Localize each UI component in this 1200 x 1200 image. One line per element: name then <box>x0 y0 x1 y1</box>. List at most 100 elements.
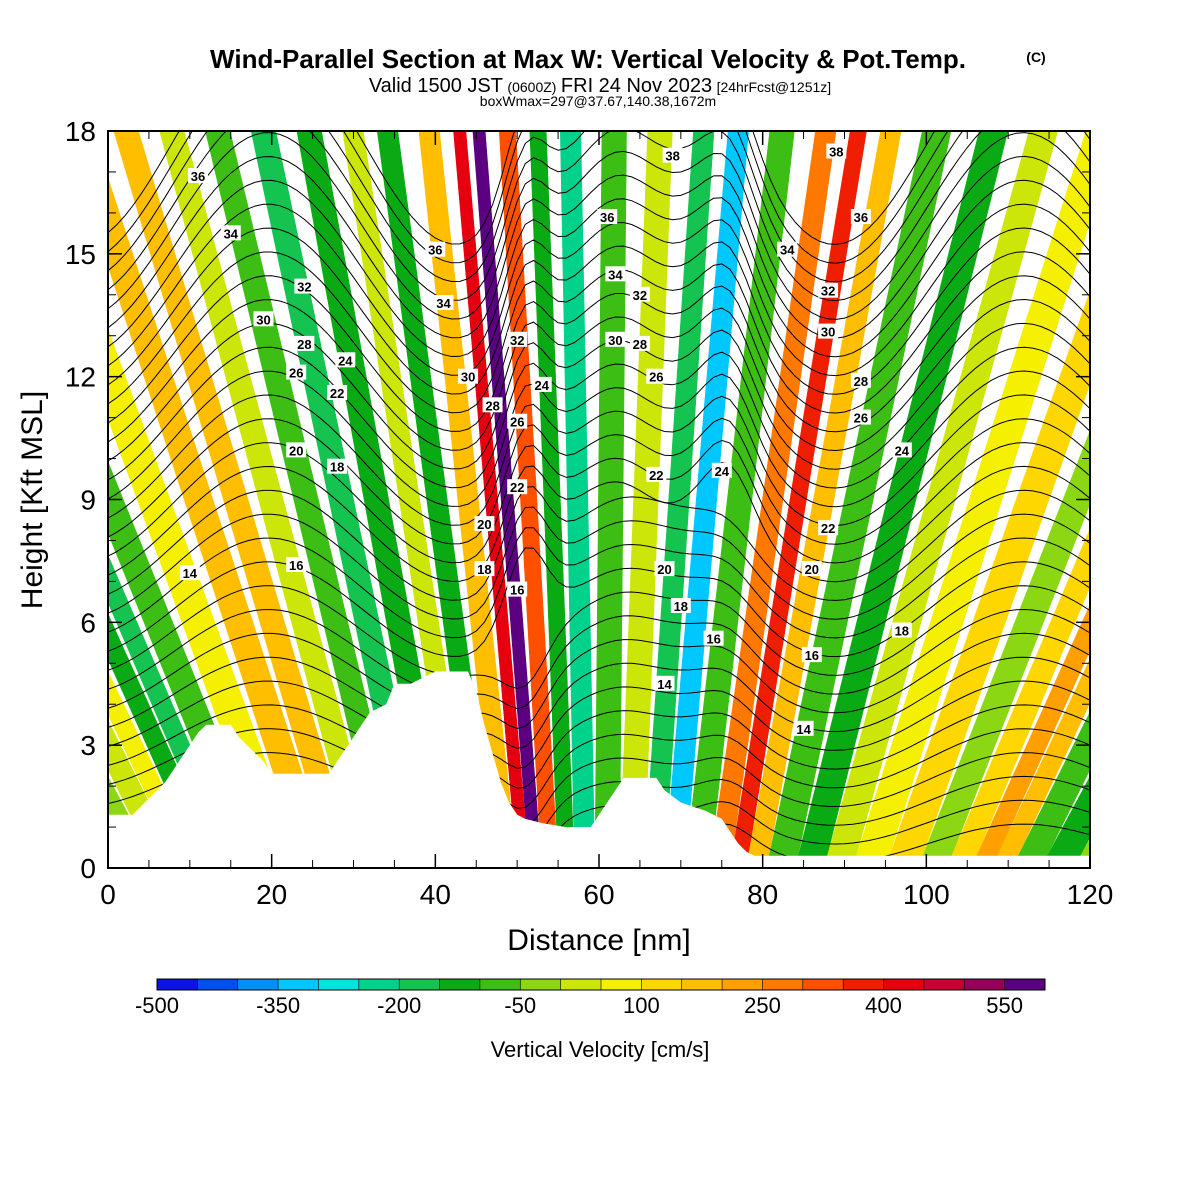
contour-label-text: 32 <box>510 333 524 348</box>
contour-label-text: 36 <box>854 210 868 225</box>
contour-label-text: 32 <box>633 288 647 303</box>
theta-contour-line <box>108 585 1090 690</box>
colorbar-swatch <box>318 979 360 990</box>
colorbar-swatch <box>601 979 642 990</box>
colorbar-swatch <box>762 979 804 990</box>
theta-contour-line <box>108 227 1090 395</box>
y-tick-label: 6 <box>80 607 96 638</box>
velocity-column <box>745 131 902 868</box>
contour-label-text: 28 <box>633 337 647 352</box>
contour-label-text: 20 <box>477 517 491 532</box>
contour-label: 26 <box>286 364 307 381</box>
contour-label-text: 34 <box>224 226 239 241</box>
contour-label: 34 <box>220 225 241 241</box>
contour-label: 32 <box>507 331 528 348</box>
theta-contour-line <box>108 527 1090 639</box>
velocity-column <box>560 131 596 868</box>
x-tick-label: 0 <box>100 879 116 910</box>
colorbar-tick-label: -350 <box>256 993 300 1018</box>
contour-label: 18 <box>327 458 348 475</box>
contour-label: 32 <box>818 282 839 299</box>
contour-label: 16 <box>507 581 528 598</box>
contour-label-text: 20 <box>289 443 303 458</box>
contour-label: 18 <box>474 561 495 577</box>
theta-contour-line <box>108 417 1090 545</box>
theta-contour-line <box>108 486 1090 601</box>
boxwmax-line: boxWmax=297@37.67,140.38,1672m <box>480 93 716 109</box>
colorbar-swatch <box>399 979 441 990</box>
x-axis-title: Distance [nm] <box>507 924 690 957</box>
forecast-tag: [24hrFcst@1251z] <box>717 79 832 95</box>
contour-label: 30 <box>458 368 479 385</box>
contour-label-text: 34 <box>608 267 623 282</box>
contour-label-text: 26 <box>854 411 868 426</box>
valid-zulu: (0600Z) <box>507 79 556 95</box>
contour-label: 22 <box>507 479 528 495</box>
y-tick-label: 15 <box>65 239 96 270</box>
contour-label-text: 16 <box>289 558 303 573</box>
theta-contour-line <box>108 704 1090 789</box>
contour-label: 34 <box>605 266 626 282</box>
chart-title: Wind-Parallel Section at Max W: Vertical… <box>210 44 966 74</box>
theta-contour-line <box>108 346 1090 489</box>
contour-label: 22 <box>818 520 839 536</box>
velocity-column <box>1011 711 1090 868</box>
theta-contour-line <box>108 394 1090 527</box>
contour-label-text: 16 <box>805 648 819 663</box>
contour-label-text: 18 <box>477 562 491 577</box>
colorbar-title: Vertical Velocity [cm/s] <box>491 1037 710 1062</box>
contour-label-text: 26 <box>289 366 303 381</box>
contour-label-text: 38 <box>829 145 843 160</box>
contour-label: 38 <box>662 147 683 164</box>
theta-contour-line <box>108 370 1090 508</box>
terrain-mask <box>108 671 1090 868</box>
velocity-column <box>619 131 673 868</box>
y-tick-label: 12 <box>65 362 96 393</box>
velocity-column <box>113 131 358 868</box>
valid-date: FRI 24 Nov 2023 <box>561 75 712 97</box>
valid-time-line: Valid 1500 JST (0600Z) FRI 24 Nov 2023 [… <box>369 75 831 97</box>
theta-contour-line <box>108 656 1090 749</box>
colorbar-swatch <box>722 979 763 990</box>
contour-label: 30 <box>605 331 626 348</box>
contour-label: 14 <box>179 565 200 581</box>
theta-contour-line <box>108 131 936 245</box>
contour-label: 16 <box>703 630 724 647</box>
contour-label: 36 <box>188 168 208 184</box>
contour-label-text: 36 <box>600 210 614 225</box>
colorbar-swatch <box>883 979 925 990</box>
contour-label: 22 <box>646 466 667 483</box>
velocity-column <box>498 131 559 868</box>
contour-label-text: 30 <box>461 370 475 385</box>
colorbar-swatch <box>358 979 400 990</box>
contour-label-text: 34 <box>436 296 451 311</box>
theta-contour-line <box>108 155 1090 339</box>
contour-label: 28 <box>482 397 503 413</box>
theta-contour-line <box>108 461 1090 583</box>
theta-contour-line <box>108 275 1090 433</box>
contour-label-text: 18 <box>330 460 344 475</box>
y-tick-label: 18 <box>65 116 96 147</box>
x-tick-label: 100 <box>903 879 950 910</box>
contour-label-text: 18 <box>895 624 909 639</box>
theta-contour-line <box>108 632 1090 729</box>
y-axis-title: Height [Kft MSL] <box>16 391 49 609</box>
theta-contour-line <box>108 131 1090 283</box>
x-tick-label: 80 <box>747 879 778 910</box>
contour-label: 20 <box>801 561 822 577</box>
plot-area: 36 34 32 30 28 26 24 22 20 18 16 14 36 34 30 28 32 24 26 22… <box>108 131 1090 868</box>
colorbar-swatch <box>197 979 239 990</box>
contour-label-text: 18 <box>674 599 688 614</box>
velocity-column <box>795 131 1009 868</box>
colorbar-swatch <box>560 979 602 990</box>
contour-label-text: 20 <box>657 562 671 577</box>
colorbar-swatch <box>439 979 481 990</box>
contour-label-text: 26 <box>649 370 663 385</box>
colorbar-tick-label: -500 <box>135 993 179 1018</box>
theta-contour-line <box>108 547 1090 658</box>
contour-label: 24 <box>891 442 912 458</box>
theta-contour-line <box>108 251 1090 414</box>
x-tick-label: 60 <box>583 879 614 910</box>
contour-label: 14 <box>654 675 675 692</box>
